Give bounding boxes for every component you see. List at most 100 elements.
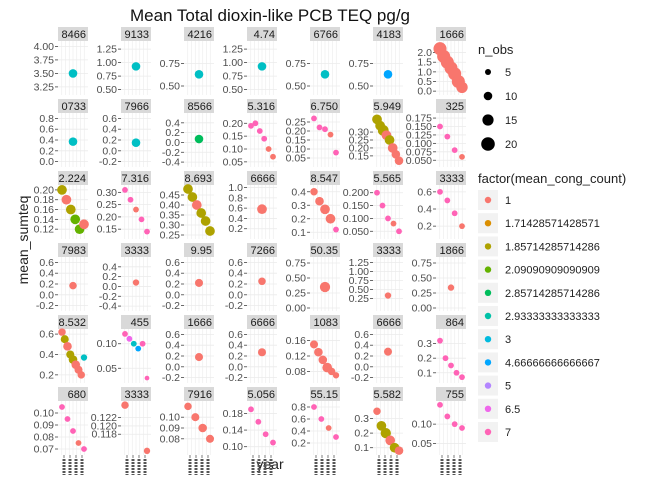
- y-tick-label: 0.2: [102, 135, 117, 147]
- facet-strip: [373, 171, 403, 185]
- facet-strip: [373, 27, 403, 41]
- y-tick-label: 0.0: [165, 361, 180, 373]
- color-legend-dot: [484, 243, 492, 250]
- y-tick-label: 0.4: [291, 426, 306, 438]
- facet-strip-label: 5.565: [373, 173, 401, 185]
- facet-strip-label: 4216: [188, 29, 212, 41]
- facet-panel: 6666 0.60.40.20.0-0.2: [351, 315, 403, 384]
- facet-strip: [436, 27, 466, 41]
- data-point: [257, 62, 267, 71]
- y-tick-label: 0.2: [39, 145, 54, 157]
- facet-panel: 9.95 0.60.40.20.0-0.2: [162, 243, 214, 312]
- y-tick-label: 0.35: [160, 210, 181, 222]
- y-tick-label: 0.18: [34, 194, 55, 206]
- y-tick-label: 0.6: [39, 124, 54, 136]
- y-tick-label: -0.2: [162, 372, 180, 384]
- size-legend-title: n_obs: [478, 42, 514, 57]
- y-tick-label: 1.5: [417, 57, 432, 69]
- y-tick-label: 0.50: [349, 81, 370, 93]
- facet-strip-label: 1083: [314, 317, 338, 329]
- data-point: [194, 134, 204, 144]
- data-point: [131, 62, 141, 71]
- color-legend-dot: [484, 405, 492, 412]
- data-point: [139, 340, 146, 347]
- facet-strip-label: 5.056: [247, 389, 275, 401]
- facet-strip: [247, 171, 277, 185]
- y-tick-label: 0.14: [223, 425, 244, 437]
- facet-strip: [121, 387, 151, 401]
- y-tick-label: 0.25: [286, 117, 307, 129]
- data-point: [194, 353, 204, 362]
- y-tick-label: 0.12: [286, 351, 307, 363]
- data-point: [391, 149, 401, 159]
- y-tick-label: 0.20: [286, 126, 307, 138]
- facet-strip-label: 7966: [125, 101, 149, 113]
- y-tick-label: 0.2: [354, 428, 369, 440]
- data-point: [379, 202, 386, 209]
- facet-panel: 7266 0.60.40.20.0-0.2: [225, 243, 277, 312]
- data-point: [451, 147, 458, 154]
- data-point: [79, 219, 89, 230]
- size-legend-label: 15: [505, 115, 517, 127]
- data-point: [322, 126, 328, 133]
- data-point: [261, 135, 268, 142]
- facet-strip-label: 6666: [251, 173, 275, 185]
- y-tick-label: 0.09: [34, 420, 55, 432]
- y-tick-label: 0.25: [349, 135, 370, 147]
- facet-panel: 8.532 0.6 0.4 0.2: [39, 315, 88, 383]
- y-tick-label: 0.50: [223, 84, 244, 96]
- data-point: [459, 153, 465, 160]
- y-tick-label: 0.18: [223, 408, 244, 420]
- y-tick-label: 0.2: [39, 369, 54, 381]
- data-point: [194, 278, 204, 287]
- data-point: [437, 401, 443, 408]
- color-legend-label: 2.09090909090909: [505, 265, 600, 277]
- chart-title: Mean Total dioxin-like PCB TEQ pg/g: [129, 6, 410, 25]
- facet-panel: 755 0.10 0.05: [412, 387, 466, 475]
- data-point: [374, 189, 380, 196]
- color-legend-label: 1.71428571428571: [505, 218, 600, 230]
- facet-strip: [310, 315, 340, 329]
- data-point: [318, 416, 325, 422]
- data-point: [437, 188, 443, 195]
- y-tick-label: 0.10: [34, 408, 55, 420]
- y-tick-label: 0.75: [286, 258, 307, 270]
- y-tick-label: 0.075: [406, 146, 432, 158]
- facet-strip-label: 755: [446, 389, 464, 401]
- data-point: [59, 404, 65, 410]
- color-legend-label: 1.85714285714286: [505, 241, 600, 253]
- color-legend-dot: [484, 359, 492, 366]
- data-point: [60, 335, 69, 344]
- y-tick-label: 0.2: [165, 351, 180, 363]
- data-point: [333, 149, 339, 156]
- y-tick-label: 0.05: [223, 156, 244, 168]
- data-point: [309, 340, 319, 349]
- y-tick-label: 0.8: [291, 402, 306, 414]
- y-tick-label: 1.00: [97, 57, 118, 69]
- y-tick-label: 0.118: [92, 429, 118, 441]
- data-point: [316, 124, 323, 131]
- data-point: [68, 69, 78, 78]
- y-tick-label: -0.4: [99, 301, 117, 313]
- facet-panel: 5.582 0.3 0.2 0.1: [354, 387, 404, 475]
- data-point: [318, 355, 328, 365]
- y-tick-label: 0.4: [228, 340, 243, 352]
- facet-strip-label: 5.582: [373, 389, 401, 401]
- y-tick-label: 0.10: [223, 441, 244, 453]
- facet-strip: [436, 171, 466, 185]
- size-legend-dot: [481, 137, 495, 151]
- facet-panel: 4.74 1.251.00 0.750.50: [223, 27, 277, 96]
- y-tick-label: 0.4: [102, 124, 117, 136]
- data-point: [133, 206, 139, 213]
- facet-panel: 50.350.75 0.50 0.25 0.00: [286, 243, 340, 315]
- data-point: [384, 135, 395, 145]
- y-tick-label: 0.2: [39, 279, 54, 291]
- data-point: [444, 133, 451, 140]
- data-point: [138, 216, 145, 223]
- facet-strip: [121, 171, 151, 185]
- y-tick-label: 0.175: [406, 113, 432, 125]
